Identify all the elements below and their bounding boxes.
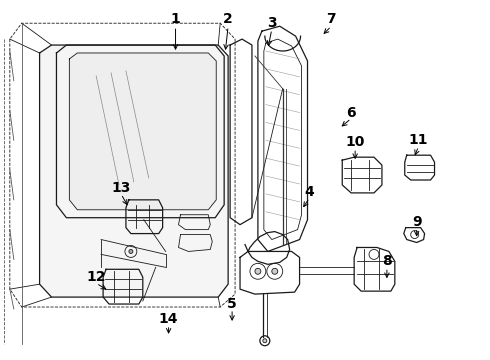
Polygon shape bbox=[70, 53, 216, 210]
Text: 6: 6 bbox=[346, 105, 356, 120]
Circle shape bbox=[272, 268, 278, 274]
Text: 10: 10 bbox=[345, 135, 365, 149]
Text: 2: 2 bbox=[223, 12, 233, 26]
Text: 8: 8 bbox=[382, 255, 392, 268]
Circle shape bbox=[255, 268, 261, 274]
Text: 11: 11 bbox=[409, 133, 428, 147]
Text: 13: 13 bbox=[111, 181, 131, 195]
Text: 3: 3 bbox=[267, 16, 276, 30]
Text: 5: 5 bbox=[227, 297, 237, 311]
Text: 1: 1 bbox=[171, 12, 180, 26]
Text: 4: 4 bbox=[305, 185, 315, 199]
Text: 7: 7 bbox=[326, 12, 336, 26]
Circle shape bbox=[263, 339, 267, 343]
Text: 9: 9 bbox=[412, 215, 421, 229]
Polygon shape bbox=[40, 45, 228, 297]
Text: 12: 12 bbox=[86, 270, 106, 284]
Text: 14: 14 bbox=[159, 312, 178, 326]
Circle shape bbox=[129, 249, 133, 253]
